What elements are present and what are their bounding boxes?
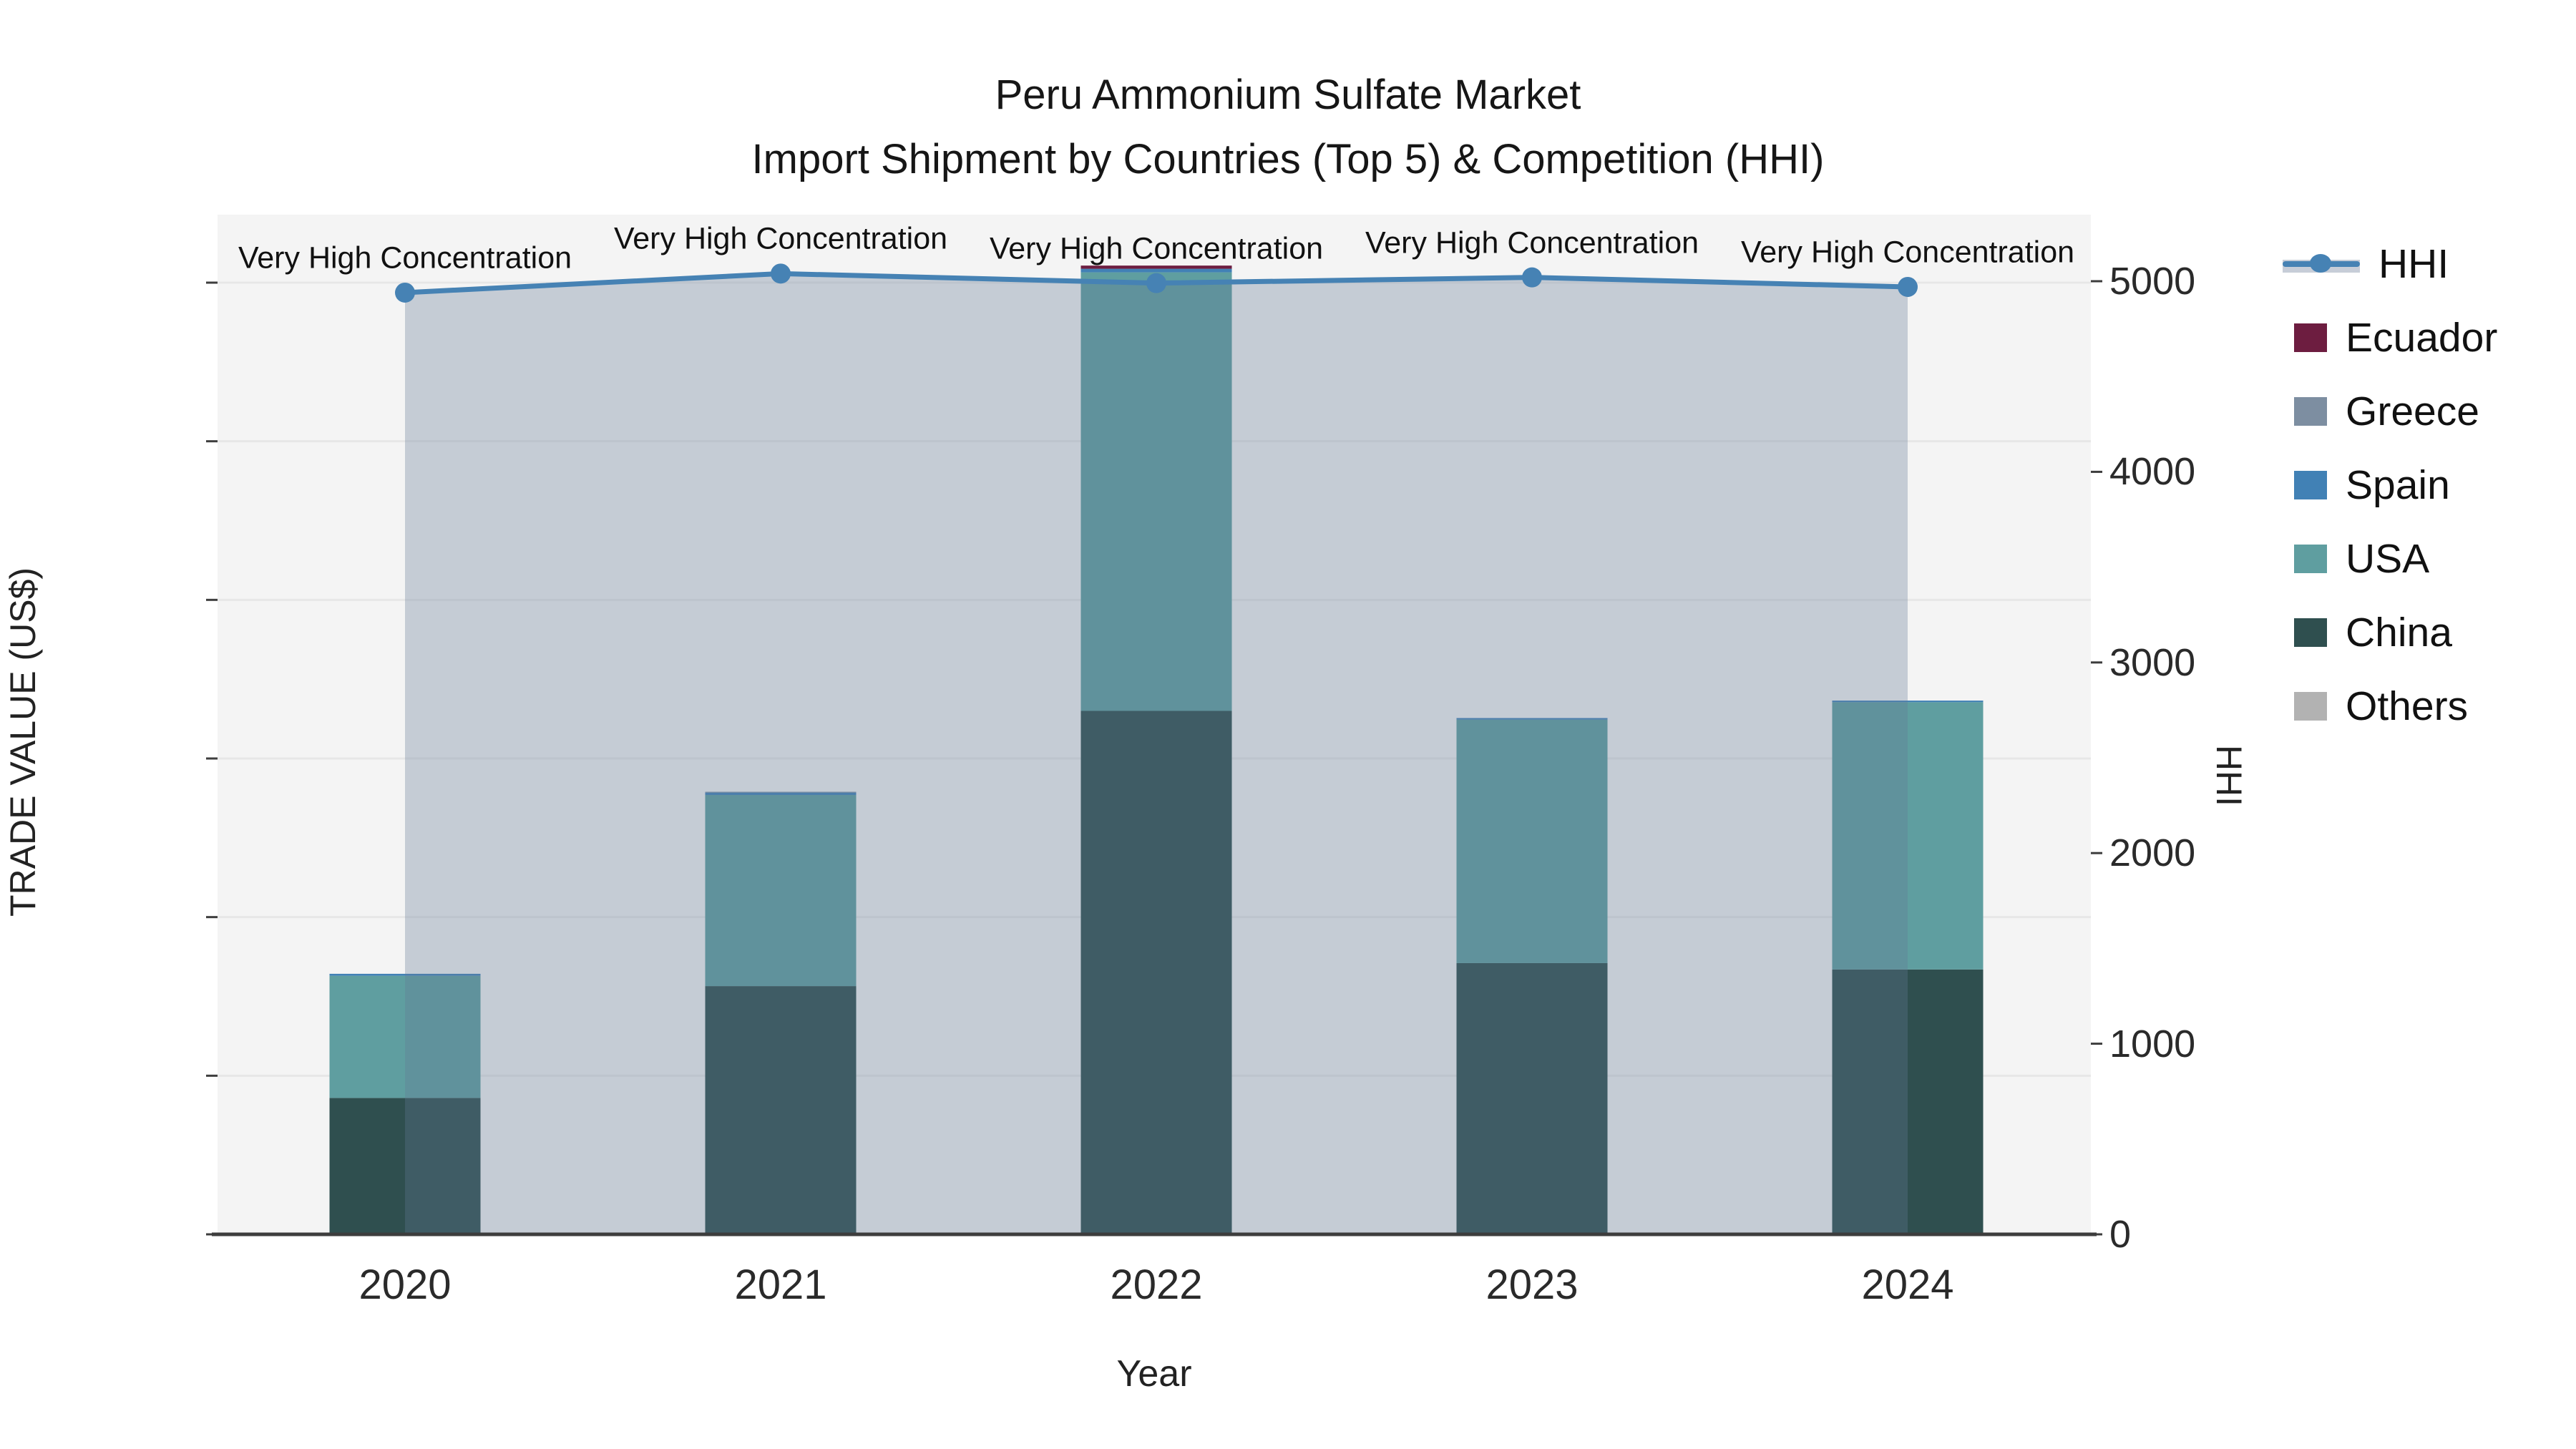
bar-segment-china-2022: [1080, 711, 1232, 1234]
x-tick-label: 2021: [734, 1262, 827, 1308]
hhi-marker-2020: [395, 282, 415, 303]
legend-item-ecuador[interactable]: Ecuador: [2283, 314, 2497, 361]
bar-segment-spain-2022: [1080, 268, 1232, 273]
legend-label: HHI: [2379, 241, 2449, 287]
bar-segment-china-2021: [705, 986, 857, 1234]
hhi-marker-2023: [1522, 267, 1542, 288]
bar-segment-china-2024: [1832, 969, 1984, 1234]
hhi-line-icon: [2283, 250, 2360, 278]
legend-item-china[interactable]: China: [2283, 609, 2497, 656]
annotation-very-high-concentration: Very High Concentration: [613, 221, 948, 256]
y-right-tick-label: 5000: [2109, 260, 2196, 303]
x-tick-label: 2022: [1110, 1262, 1203, 1308]
chart-title: Peru Ammonium Sulfate Market Import Ship…: [0, 63, 2576, 192]
bar-segment-usa-2020: [329, 975, 481, 1098]
y-axis-right-title: HHI: [2209, 744, 2249, 807]
bar-segment-spain-2024: [1832, 701, 1984, 703]
chart-title-line1: Peru Ammonium Sulfate Market: [995, 72, 1581, 118]
legend-item-hhi[interactable]: HHI: [2283, 240, 2497, 288]
legend-item-others[interactable]: Others: [2283, 683, 2497, 730]
y-right-tick-label: 4000: [2109, 450, 2196, 494]
legend-label: Greece: [2346, 389, 2479, 434]
hhi-marker-2022: [1146, 273, 1166, 293]
y-right-tick-label: 2000: [2109, 831, 2196, 875]
x-axis-title: Year: [1116, 1353, 1192, 1395]
chart-title-line2: Import Shipment by Countries (Top 5) & C…: [751, 135, 1825, 182]
legend-label: Others: [2346, 683, 2469, 729]
y-right-tick-label: 0: [2109, 1213, 2132, 1256]
spain-swatch-icon: [2294, 471, 2327, 499]
annotation-very-high-concentration: Very High Concentration: [238, 240, 572, 275]
greece-swatch-icon: [2294, 397, 2327, 426]
hhi-area-fill: [405, 273, 1908, 1234]
bar-segment-greece-2021: [705, 791, 857, 793]
legend-label: China: [2346, 610, 2452, 655]
legend-label: Ecuador: [2346, 315, 2498, 361]
hhi-marker-2024: [1898, 276, 1918, 297]
x-tick-label: 2024: [1861, 1262, 1954, 1308]
annotation-very-high-concentration: Very High Concentration: [1740, 235, 2075, 270]
y-right-tick-label: 1000: [2109, 1022, 2196, 1065]
bar-segment-usa-2024: [1832, 702, 1984, 970]
y-axis-left-title: TRADE VALUE (US$): [3, 567, 43, 917]
bar-segment-usa-2023: [1456, 719, 1608, 963]
bar-segment-spain-2020: [329, 973, 481, 976]
legend-label: Spain: [2346, 462, 2450, 508]
legend-item-usa[interactable]: USA: [2283, 535, 2497, 582]
others-swatch-icon: [2294, 692, 2327, 721]
legend: HHI Ecuador Greece Spain USA China Other…: [2283, 240, 2497, 730]
bar-segment-ecuador-2022: [1080, 265, 1232, 269]
legend-item-spain[interactable]: Spain: [2283, 462, 2497, 509]
annotation-very-high-concentration: Very High Concentration: [989, 231, 1324, 266]
x-tick-label: 2023: [1485, 1262, 1579, 1308]
china-swatch-icon: [2294, 618, 2327, 647]
legend-item-greece[interactable]: Greece: [2283, 388, 2497, 435]
hhi-marker-2021: [771, 263, 791, 284]
annotation-very-high-concentration: Very High Concentration: [1365, 225, 1699, 260]
legend-label: USA: [2346, 536, 2430, 582]
bar-segment-usa-2022: [1080, 272, 1232, 711]
y-right-tick-label: 3000: [2109, 640, 2196, 684]
bar-segment-usa-2021: [705, 794, 857, 987]
usa-swatch-icon: [2294, 545, 2327, 573]
bar-segment-china-2023: [1456, 962, 1608, 1234]
bar-segment-spain-2021: [705, 792, 857, 795]
x-tick-label: 2020: [358, 1262, 452, 1308]
bar-segment-china-2020: [329, 1098, 481, 1234]
bar-segment-spain-2023: [1456, 718, 1608, 720]
ecuador-swatch-icon: [2294, 323, 2327, 352]
